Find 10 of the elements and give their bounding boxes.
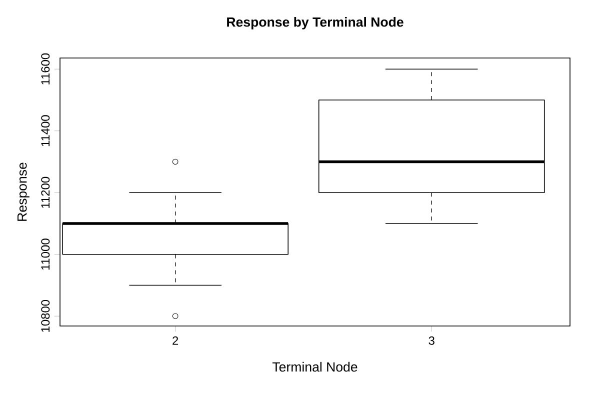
y-tick-label: 11000 xyxy=(41,238,50,270)
x-tick-label: 2 xyxy=(172,336,178,345)
y-tick-label: 11200 xyxy=(41,176,50,208)
x-axis-title: Terminal Node xyxy=(272,362,358,372)
y-axis-title: Response xyxy=(18,162,30,221)
y-tick-label: 11600 xyxy=(41,53,50,84)
y-tick-label: 11400 xyxy=(41,115,50,146)
y-tick-label: 10800 xyxy=(41,300,50,332)
chart-title: Response by Terminal Node xyxy=(227,17,404,30)
x-tick-label: 3 xyxy=(428,336,434,345)
